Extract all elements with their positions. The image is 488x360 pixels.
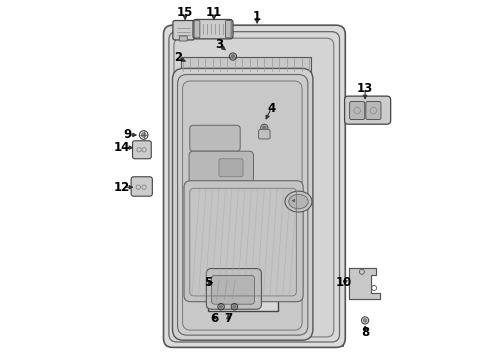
FancyBboxPatch shape [194,21,200,38]
FancyBboxPatch shape [182,81,302,330]
Bar [167,29,343,346]
FancyBboxPatch shape [132,141,151,159]
Text: 10: 10 [335,276,351,289]
FancyBboxPatch shape [174,38,333,337]
FancyBboxPatch shape [163,25,345,347]
Text: 15: 15 [177,6,193,19]
FancyBboxPatch shape [189,125,240,151]
Text: 4: 4 [267,102,275,114]
Text: 1: 1 [252,10,261,23]
FancyBboxPatch shape [131,177,152,196]
FancyBboxPatch shape [193,19,232,39]
Text: 12: 12 [114,181,130,194]
Text: 8: 8 [360,327,368,339]
Text: 13: 13 [356,82,372,95]
FancyBboxPatch shape [168,32,339,342]
Circle shape [363,319,366,322]
Ellipse shape [285,191,311,212]
FancyBboxPatch shape [258,130,269,139]
Text: 14: 14 [114,141,130,154]
Circle shape [262,126,265,130]
FancyBboxPatch shape [225,21,231,38]
Text: 7: 7 [224,312,232,325]
Text: 11: 11 [205,6,222,19]
Text: 5: 5 [204,276,212,289]
FancyBboxPatch shape [349,102,364,120]
Bar [181,57,310,72]
Circle shape [219,305,222,308]
Bar [207,255,277,311]
FancyBboxPatch shape [172,21,194,40]
Circle shape [141,133,145,137]
FancyBboxPatch shape [179,36,187,41]
Text: 9: 9 [123,129,131,141]
Polygon shape [348,268,379,299]
FancyBboxPatch shape [344,96,390,124]
FancyBboxPatch shape [206,269,261,309]
FancyBboxPatch shape [172,68,312,340]
FancyBboxPatch shape [183,181,303,302]
FancyBboxPatch shape [219,159,243,177]
Text: 2: 2 [173,51,182,64]
Circle shape [231,55,234,58]
Text: 3: 3 [215,39,223,51]
FancyBboxPatch shape [177,75,307,335]
Text: 6: 6 [209,312,218,325]
FancyBboxPatch shape [211,275,254,304]
Ellipse shape [288,194,307,209]
FancyBboxPatch shape [189,151,253,184]
Circle shape [232,305,235,308]
FancyBboxPatch shape [365,102,380,120]
